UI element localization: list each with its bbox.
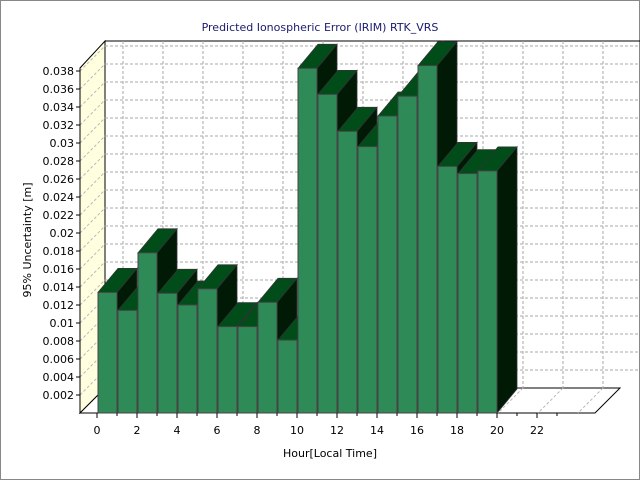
y-tick-label: 0.006 — [43, 353, 75, 366]
y-tick-label: 0.02 — [50, 227, 75, 240]
y-tick-label: 0.008 — [43, 335, 75, 348]
x-tick-label: 20 — [490, 424, 504, 437]
y-tick-label: 0.01 — [50, 317, 75, 330]
left-wall-gridline — [79, 63, 106, 90]
left-wall-gridline — [79, 45, 106, 72]
bar-19 — [477, 145, 518, 415]
y-axis-label: 95% Uncertainty [m] — [21, 182, 34, 297]
bar-front — [477, 170, 498, 414]
left-wall-gridline — [79, 135, 106, 162]
bar-front — [337, 130, 358, 414]
left-wall-gridline — [79, 207, 106, 234]
bar-front — [217, 326, 238, 414]
left-wall-gridline — [79, 315, 106, 342]
left-wall-gridline — [79, 225, 106, 252]
y-tick-label: 0.002 — [43, 389, 75, 402]
left-wall-gridline — [79, 99, 106, 126]
bar-front — [397, 95, 418, 414]
x-tick-label: 6 — [214, 424, 221, 437]
y-tick-label: 0.038 — [43, 65, 75, 78]
floor-gridline — [577, 387, 604, 414]
y-tick-label: 0.004 — [43, 371, 75, 384]
y-tick-label: 0.012 — [43, 299, 75, 312]
bar-front — [317, 93, 338, 414]
left-wall-gridline — [79, 297, 106, 324]
left-wall-gridline — [79, 81, 106, 108]
floor-gridline — [537, 387, 564, 414]
bar-front — [417, 65, 438, 414]
bar-front — [277, 339, 298, 414]
left-wall-gridline — [79, 279, 106, 306]
left-wall-gridline — [79, 189, 106, 216]
bar-front — [257, 301, 278, 414]
y-tick-label: 0.03 — [50, 137, 75, 150]
x-tick-label: 12 — [330, 424, 344, 437]
bar-front — [197, 288, 218, 414]
x-tick-label: 8 — [254, 424, 261, 437]
bar-front — [297, 67, 318, 414]
bar-front — [437, 165, 458, 414]
left-wall-gridline — [79, 351, 106, 378]
left-wall-gridline — [79, 369, 106, 396]
y-tick-label: 0.018 — [43, 245, 75, 258]
y-tick-label: 0.024 — [43, 191, 75, 204]
bar-side — [496, 145, 518, 415]
y-tick-label: 0.026 — [43, 173, 75, 186]
chart-title: Predicted Ionospheric Error (IRIM) RTK_V… — [202, 21, 439, 34]
bar-front — [137, 252, 158, 414]
left-wall-gridline — [79, 153, 106, 180]
x-tick-label: 22 — [530, 424, 544, 437]
y-tick-label: 0.022 — [43, 209, 75, 222]
x-tick-label: 18 — [450, 424, 464, 437]
bar-front — [177, 304, 198, 414]
y-tick-label: 0.034 — [43, 101, 75, 114]
bar-front — [97, 291, 118, 414]
y-tick-label: 0.032 — [43, 119, 75, 132]
x-tick-label: 4 — [174, 424, 181, 437]
floor-gridline — [497, 387, 524, 414]
x-tick-label: 10 — [290, 424, 304, 437]
bar-front — [377, 115, 398, 414]
x-tick-label: 14 — [370, 424, 384, 437]
bar-front — [157, 292, 178, 414]
y-tick-label: 0.036 — [43, 83, 75, 96]
y-tick-label: 0.014 — [43, 281, 75, 294]
bar-front — [457, 173, 478, 414]
y-tick-label: 0.016 — [43, 263, 75, 276]
x-tick-label: 0 — [94, 424, 101, 437]
bar-front — [357, 146, 378, 414]
x-tick-label: 16 — [410, 424, 424, 437]
left-wall-gridline — [79, 261, 106, 288]
left-wall-gridline — [79, 171, 106, 198]
left-wall-gridline — [79, 243, 106, 270]
x-tick-label: 2 — [134, 424, 141, 437]
left-wall-gridline — [79, 117, 106, 144]
bar-front — [117, 309, 138, 414]
bar-front — [237, 326, 258, 414]
y-tick-label: 0.028 — [43, 155, 75, 168]
left-wall-gridline — [79, 333, 106, 360]
x-axis-label: Hour[Local Time] — [283, 447, 377, 460]
